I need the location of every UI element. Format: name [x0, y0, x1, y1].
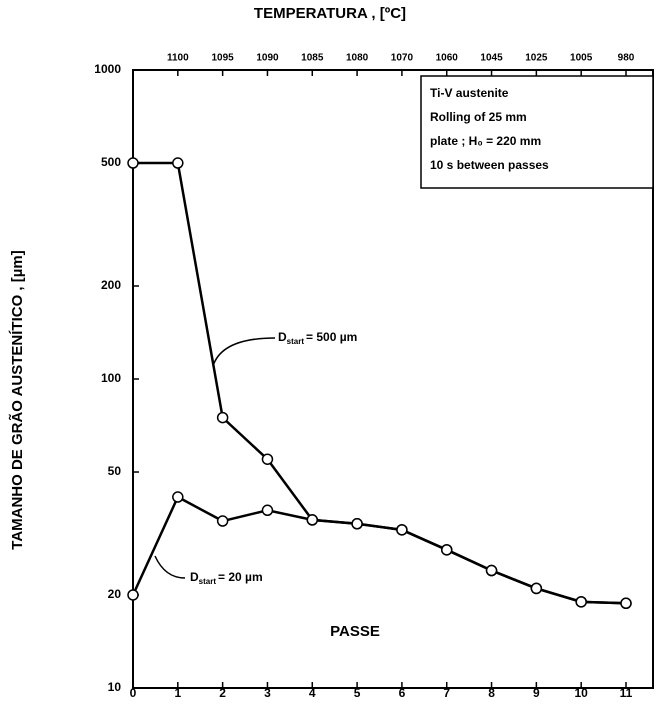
data-point — [396, 524, 408, 536]
x-tick-label: 8 — [488, 686, 495, 700]
top-tick-label: 1060 — [436, 53, 459, 64]
data-point — [485, 564, 498, 577]
top-tick-label: 1005 — [570, 53, 593, 64]
data-point — [440, 544, 453, 556]
data-point — [530, 582, 543, 595]
top-tick-label: 1070 — [391, 53, 414, 64]
data-point — [127, 157, 139, 169]
x-tick-label: 7 — [443, 686, 450, 700]
chart-title: TEMPERATURA , [ºC] — [254, 5, 406, 22]
legend-box-line: plate ; H₀ = 220 mm — [430, 134, 541, 148]
data-point — [172, 491, 184, 503]
top-tick-label: 980 — [618, 53, 635, 64]
x-tick-label: 11 — [620, 686, 633, 700]
data-point — [216, 411, 229, 424]
x-tick-label: 5 — [354, 686, 361, 700]
top-tick-label: 1100 — [167, 53, 189, 64]
data-point — [127, 589, 139, 601]
data-point — [261, 453, 274, 465]
annotation-leader — [154, 555, 186, 579]
data-point — [216, 515, 229, 527]
annotation-rest: = 500 µm — [306, 330, 357, 344]
y-tick-label: 500 — [101, 155, 121, 169]
x-tick-label: 10 — [575, 686, 589, 700]
annotation-main: D — [278, 330, 287, 344]
x-tick-label: 3 — [264, 686, 271, 700]
data-point — [172, 157, 184, 169]
annotation-leader — [212, 337, 276, 367]
data-point — [351, 518, 363, 530]
y-tick-label: 200 — [101, 278, 121, 292]
annotation: Dstart = 500 µm — [278, 330, 357, 346]
annotation-rest: = 20 µm — [218, 570, 263, 584]
y-tick-label: 1000 — [94, 62, 121, 76]
top-tick-label: 1095 — [212, 53, 235, 64]
x-tick-label: 9 — [533, 686, 540, 700]
y-tick-label: 10 — [108, 680, 122, 694]
top-tick-label: 1085 — [301, 53, 324, 64]
annotation-main: D — [190, 570, 199, 584]
annotation-sub: start — [287, 337, 305, 346]
data-point — [620, 597, 632, 610]
x-tick-label: 2 — [219, 686, 226, 700]
series-line — [131, 495, 627, 605]
legend-box-line: Ti-V austenite — [430, 86, 509, 100]
series-line — [133, 161, 627, 605]
annotation: Dstart = 20 µm — [190, 570, 263, 586]
legend-box-line: Rolling of 25 mm — [430, 110, 527, 124]
top-tick-label: 1080 — [346, 53, 369, 64]
x-axis-label: PASSE — [330, 623, 380, 640]
x-tick-label: 1 — [174, 686, 181, 700]
y-tick-label: 100 — [101, 371, 121, 385]
annotation-sub: start — [199, 577, 217, 586]
data-point — [575, 596, 587, 608]
x-tick-label: 6 — [399, 686, 406, 700]
top-tick-label: 1090 — [256, 53, 279, 64]
top-tick-label: 1045 — [480, 53, 503, 64]
data-point — [261, 504, 274, 517]
x-tick-label: 4 — [309, 686, 316, 700]
y-tick-label: 50 — [108, 464, 122, 478]
legend-box-line: 10 s between passes — [430, 158, 549, 172]
y-axis-label: TAMANHO DE GRÃO AUSTENÍTICO , [µm] — [8, 250, 26, 549]
top-tick-label: 1025 — [525, 53, 548, 64]
data-point — [306, 514, 319, 526]
y-tick-label: 20 — [108, 587, 122, 601]
x-tick-label: 0 — [130, 686, 137, 700]
